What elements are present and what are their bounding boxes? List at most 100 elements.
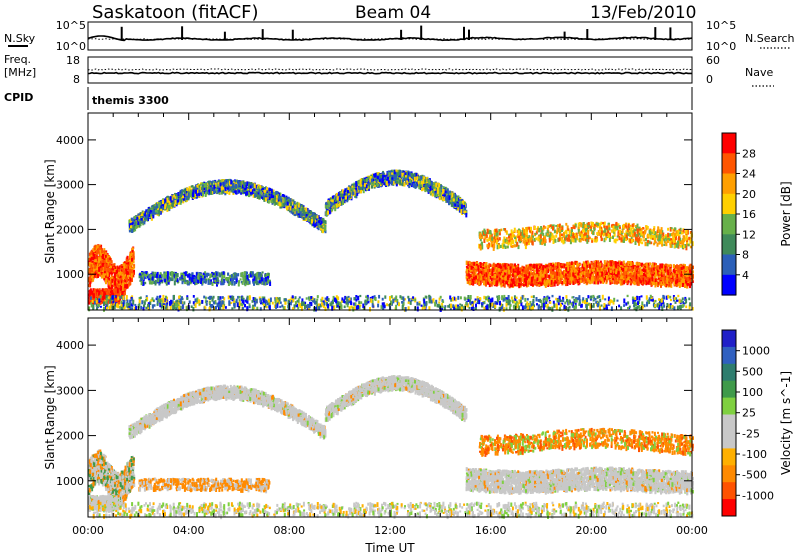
power-cell [364,183,366,187]
power-cell [459,204,461,209]
power-cell [465,213,467,218]
power-cell [259,196,261,200]
freq-panel: Freq. [MHz] 18 8 60 0 Nave [4,53,774,86]
power-cell [243,184,245,187]
power-cell [339,203,341,206]
power-cell [202,192,204,197]
power-cell [352,192,354,196]
power-cell [192,192,194,197]
power-cell [264,190,266,193]
power-cell [131,269,133,273]
power-cell [331,200,333,202]
power-cell [363,189,365,194]
power-cell [202,186,204,191]
power-cell [409,183,411,185]
power-cell [414,177,416,181]
power-cell [355,182,357,187]
power-cell [388,172,390,175]
power-cell [250,188,252,191]
power-cell [331,203,333,205]
power-cell [306,214,308,216]
power-cell [442,196,444,200]
power-cell [308,210,310,213]
power-cell [283,199,285,202]
power-cell [117,289,119,294]
nsky-spike [420,26,422,40]
power-cell [150,214,152,216]
power-cell [310,211,312,215]
power-cell [102,263,104,267]
power-cell [254,183,256,188]
power-cell [301,205,303,207]
power-cell [91,260,93,262]
power-cell [99,258,101,263]
power-cell [455,201,457,203]
power-cell [265,194,267,197]
power-cell [97,249,99,254]
power-cell [364,179,366,183]
power-cell [158,210,160,214]
power-cell [383,182,385,185]
power-cell [287,202,289,206]
nsky-spike [181,26,183,40]
power-cell [104,292,106,294]
power-cell [420,176,422,179]
power-cell [245,185,247,189]
power-cell [340,191,342,194]
power-cell [451,198,453,202]
power-cell [120,286,122,291]
power-cell [445,196,447,201]
power-cell [344,191,346,195]
power-cell [380,175,382,178]
power-cell [107,258,109,262]
power-cell [265,197,267,201]
power-cell [355,188,357,191]
power-cell [262,188,264,190]
freq-label: Freq. [4,53,31,66]
power-cell [115,278,117,281]
power-cell [127,264,129,266]
power-cell [259,185,261,188]
power-cell [185,196,187,201]
power-cell [436,183,438,185]
power-cell [152,215,154,219]
power-cell [170,196,172,201]
power-cell [100,266,102,268]
nsky-spike [463,27,465,40]
power-cell [250,185,252,188]
power-cell [302,207,304,212]
power-cell [110,266,112,269]
power-cell [133,226,135,230]
power-cell [427,189,429,193]
power-cell [406,180,408,182]
power-cell [451,193,453,198]
power-cell [342,201,344,206]
power-cell [391,172,393,174]
power-cell [92,257,94,260]
power-cell [441,185,443,187]
power-cell [242,180,244,184]
power-cell [104,261,106,263]
power-cell [101,249,103,254]
power-cell [295,205,297,210]
power-cell [133,266,135,270]
power-cell [336,204,338,207]
power-cell [186,188,188,191]
power-cell [155,210,157,213]
power-cell [279,196,281,200]
power-cell [102,254,104,259]
date-title: 13/Feb/2010 [590,3,696,23]
power-cell [191,186,193,188]
power-cell [225,187,227,191]
power-cell [143,220,145,224]
power-cell [220,183,222,187]
power-cell [131,218,133,221]
power-cell [295,209,297,211]
power-cell [208,186,210,189]
power-cell [128,269,130,272]
power-cell [352,188,354,190]
power-cell [153,205,155,210]
power-cell [222,182,224,186]
power-cell [325,203,327,205]
